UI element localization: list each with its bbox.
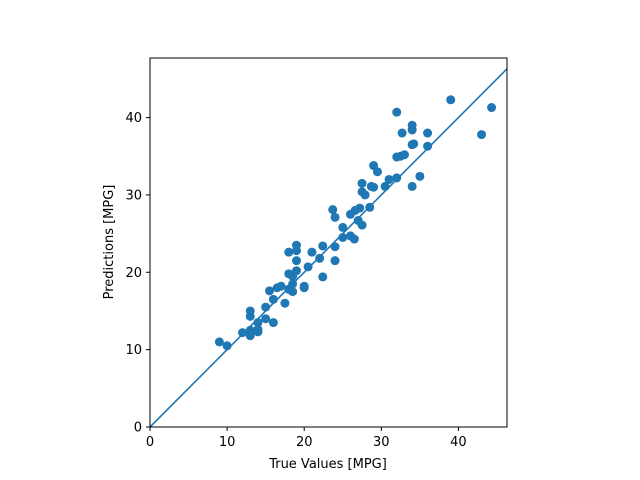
data-point-68 [407, 181, 417, 191]
x-axis-label: True Values [MPG] [268, 457, 387, 472]
data-point-31 [307, 247, 317, 257]
y-tick-label-40: 40 [125, 111, 142, 126]
data-point-72 [446, 95, 456, 105]
plot-frame [149, 57, 508, 428]
data-point-37 [330, 256, 340, 266]
y-tick-label-0: 0 [134, 421, 142, 436]
x-tick-label-30: 30 [373, 435, 390, 450]
data-point-17 [280, 298, 290, 308]
data-point-20 [284, 247, 294, 257]
data-point-71 [423, 141, 433, 151]
data-point-21 [288, 287, 298, 297]
data-point-13 [268, 318, 278, 328]
x-tick-label-20: 20 [296, 435, 313, 450]
data-point-30 [303, 262, 313, 272]
data-point-58 [392, 173, 402, 183]
data-point-27 [292, 240, 302, 250]
data-point-35 [328, 205, 338, 215]
y-tick-label-10: 10 [125, 343, 142, 358]
data-point-43 [349, 234, 359, 244]
data-point-53 [369, 182, 379, 192]
x-tick-label-10: 10 [219, 435, 236, 450]
data-point-70 [423, 128, 433, 138]
x-axis-ticks: 0 10 20 30 40 [146, 427, 467, 450]
data-points [214, 95, 497, 351]
data-point-69 [415, 171, 425, 181]
data-point-34 [318, 272, 328, 282]
y-tick-label-20: 20 [125, 266, 142, 281]
x-tick-label-40: 40 [450, 435, 467, 450]
data-point-6 [245, 331, 255, 341]
data-point-60 [392, 107, 402, 117]
data-point-57 [384, 174, 394, 184]
reference-line [149, 68, 508, 428]
data-point-5 [245, 306, 255, 316]
y-axis-label: Predictions [MPG] [102, 185, 117, 300]
data-point-73 [477, 130, 487, 140]
data-point-33 [318, 241, 328, 251]
data-point-65 [407, 120, 417, 130]
y-axis-ticks: 0 10 20 30 40 [125, 111, 150, 436]
data-point-32 [315, 253, 325, 263]
data-point-36 [330, 212, 340, 222]
data-point-49 [357, 178, 367, 188]
data-point-24 [292, 266, 302, 276]
data-point-8 [253, 325, 263, 335]
data-point-12 [265, 286, 275, 296]
data-point-0 [214, 337, 224, 347]
data-point-40 [338, 222, 348, 232]
data-point-29 [299, 283, 309, 293]
data-point-50 [360, 190, 370, 200]
data-point-46 [355, 203, 365, 213]
data-point-47 [357, 220, 367, 230]
data-point-62 [397, 128, 407, 138]
data-point-74 [487, 103, 497, 113]
y-tick-label-30: 30 [125, 188, 142, 203]
data-point-55 [372, 167, 382, 177]
data-point-25 [292, 256, 302, 266]
data-point-10 [261, 314, 271, 324]
data-point-16 [276, 281, 286, 291]
x-tick-label-0: 0 [146, 435, 154, 450]
data-point-2 [238, 328, 248, 338]
data-point-63 [399, 150, 409, 160]
data-point-67 [409, 139, 419, 149]
